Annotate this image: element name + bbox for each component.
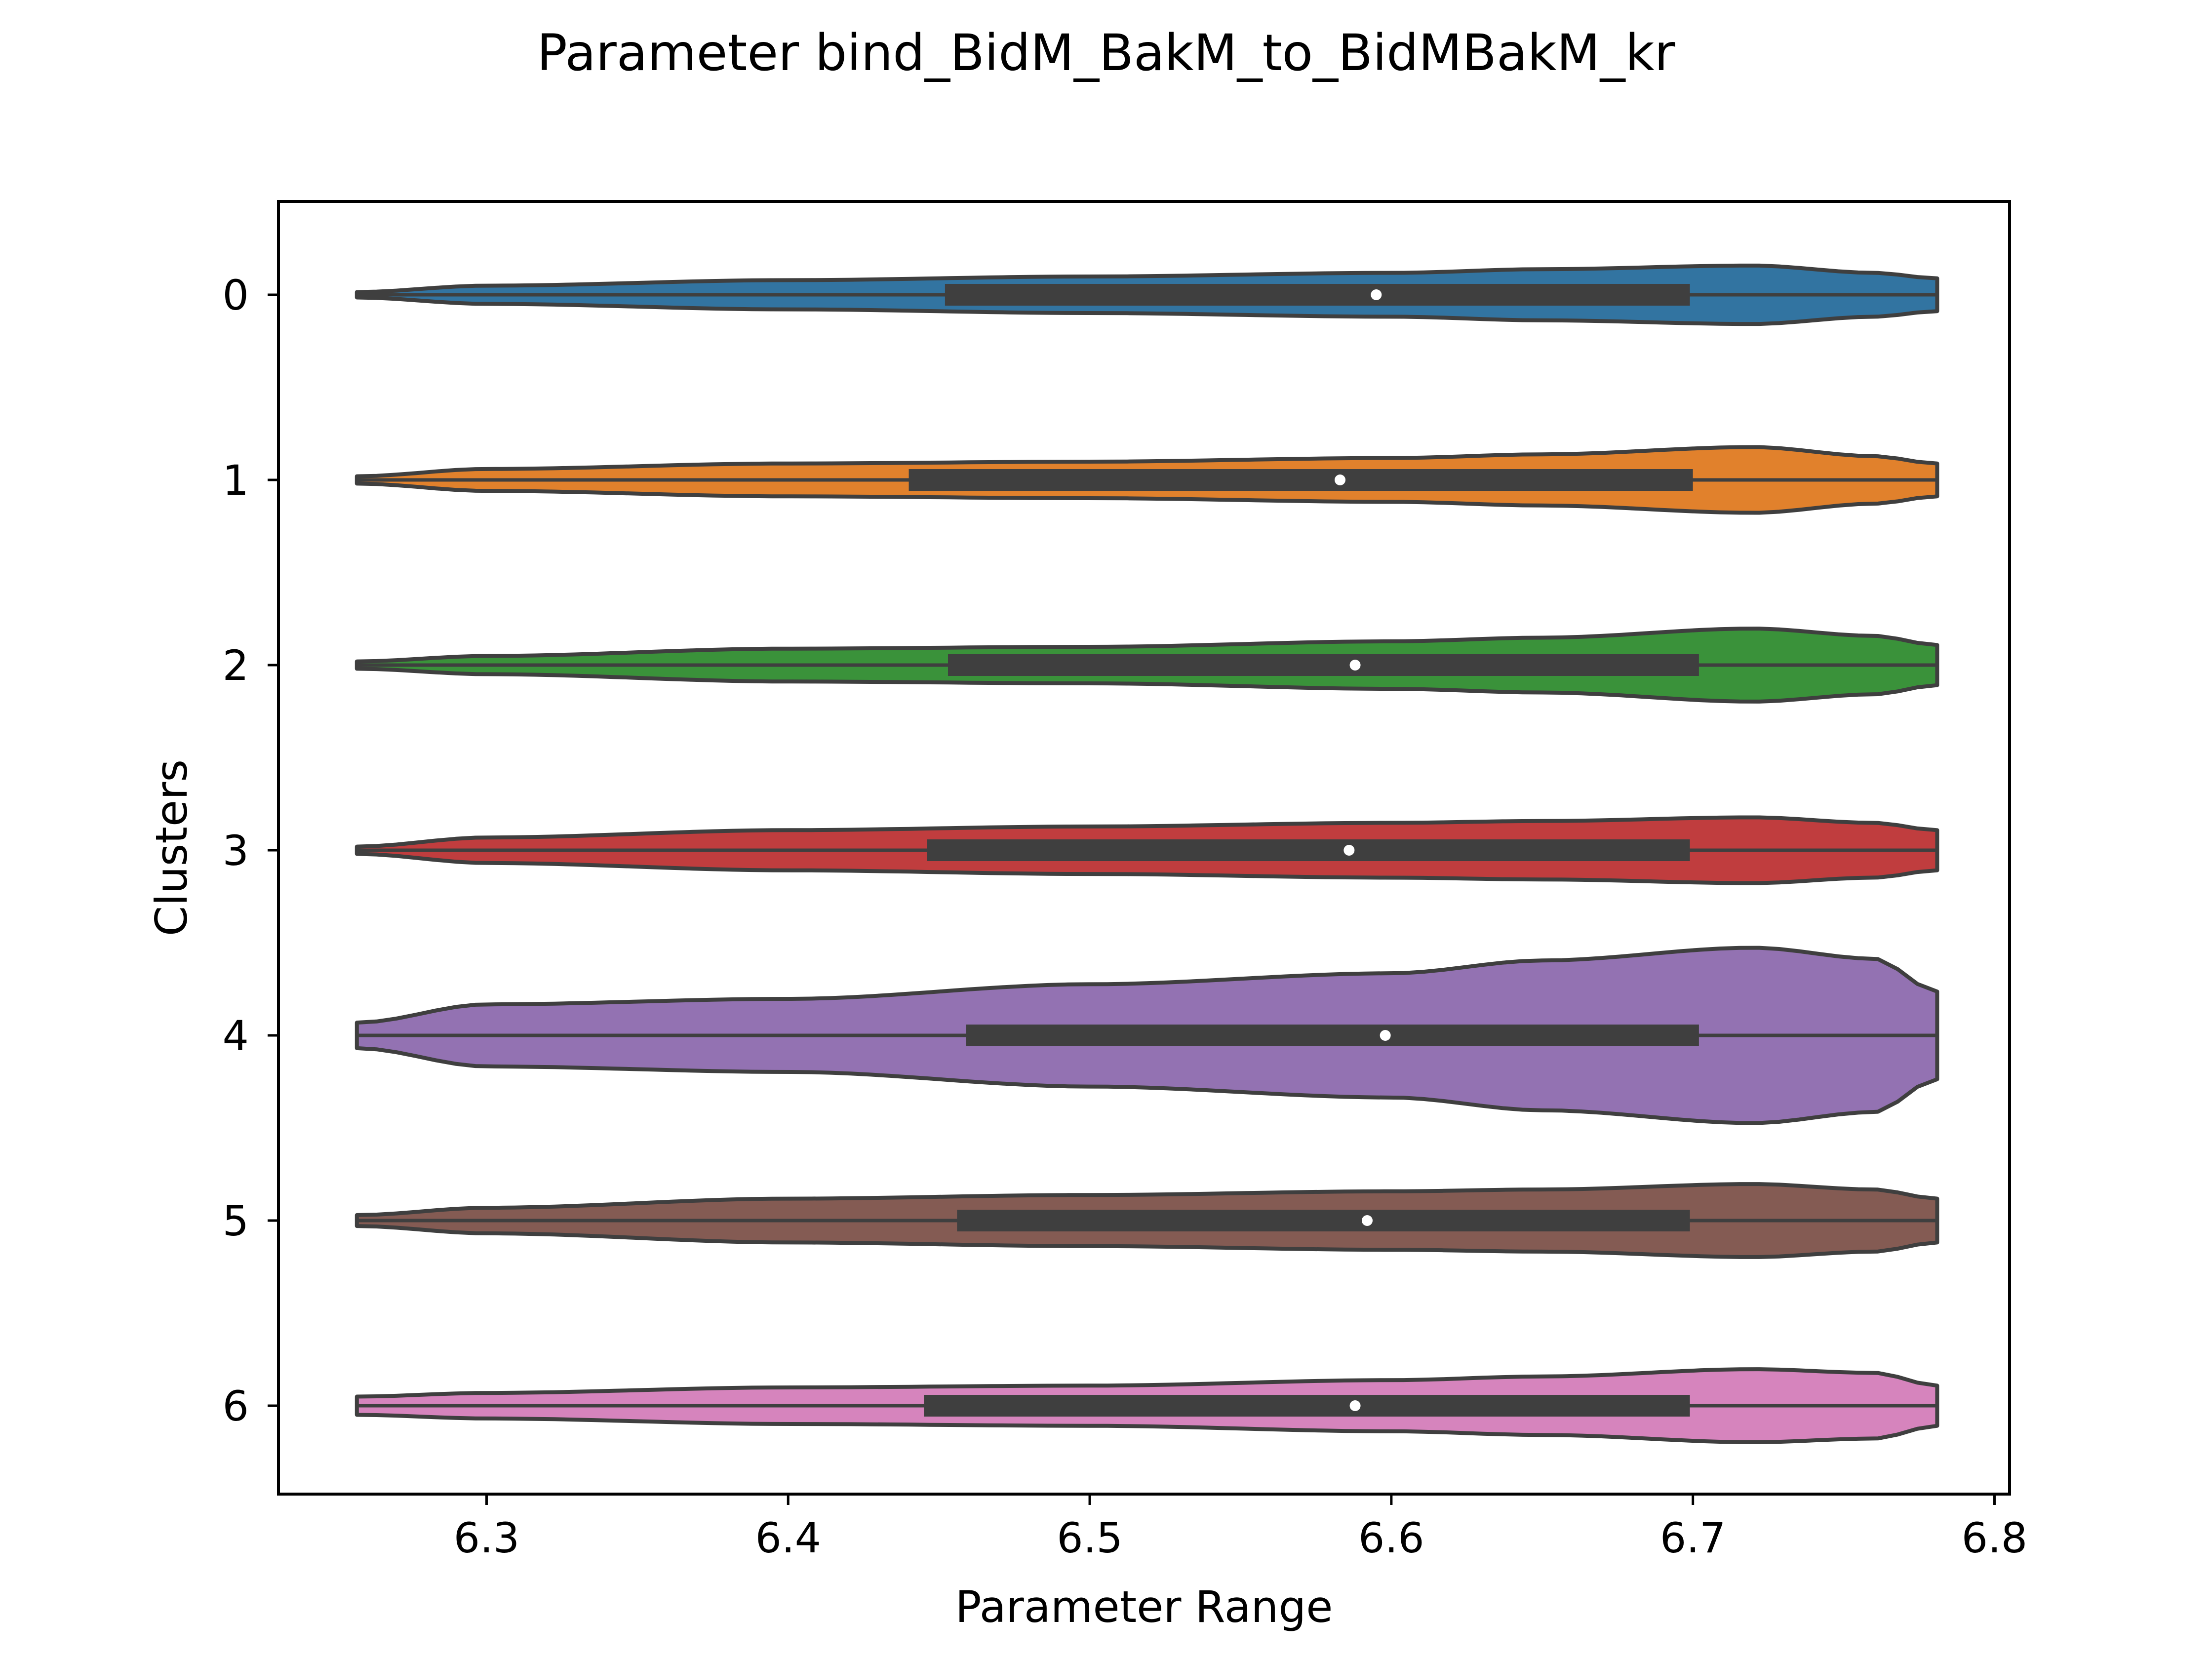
x-tick-label: 6.6 xyxy=(1358,1514,1424,1562)
y-axis-ticks: 0 1 2 3 4 5 6 xyxy=(223,271,278,1430)
violin-iqr-box xyxy=(924,1395,1690,1417)
violin-iqr-box xyxy=(945,284,1690,306)
violin-cluster-4 xyxy=(355,946,1939,1125)
y-tick-label: 2 xyxy=(223,641,249,690)
violin-median-point xyxy=(1380,1030,1391,1041)
violin-median-point xyxy=(1349,660,1361,671)
violin-median-point xyxy=(1361,1215,1373,1226)
violin-iqr-box xyxy=(957,1210,1690,1231)
violin-cluster-3 xyxy=(355,815,1939,885)
y-tick-label: 4 xyxy=(223,1012,249,1060)
y-tick-label: 5 xyxy=(223,1197,249,1245)
y-tick-label: 6 xyxy=(223,1382,249,1430)
violin-median-point xyxy=(1371,289,1382,300)
x-axis-ticks: 6.3 6.4 6.5 6.6 6.7 6.8 xyxy=(454,1494,2028,1562)
y-tick-label: 3 xyxy=(223,827,249,875)
x-tick-label: 6.3 xyxy=(454,1514,520,1562)
violin-iqr-box xyxy=(927,839,1690,861)
violin-cluster-2 xyxy=(355,627,1939,704)
violin-median-point xyxy=(1335,474,1346,485)
y-tick-label: 0 xyxy=(223,271,249,319)
violin-cluster-5 xyxy=(355,1182,1939,1259)
x-axis-label: Parameter Range xyxy=(955,1581,1333,1632)
violin-median-point xyxy=(1349,1400,1361,1411)
violin-cluster-1 xyxy=(355,445,1939,515)
plot-frame xyxy=(277,200,2011,1496)
x-tick-label: 6.7 xyxy=(1660,1514,1726,1562)
violin-iqr-box xyxy=(948,654,1699,676)
violin-iqr-box xyxy=(966,1025,1699,1046)
chart-title: Parameter bind_BidM_BakM_to_BidMBakM_kr xyxy=(537,24,1675,82)
violin-cluster-0 xyxy=(355,263,1939,326)
y-axis-label: Clusters xyxy=(146,759,197,936)
x-tick-label: 6.5 xyxy=(1057,1514,1123,1562)
x-tick-label: 6.8 xyxy=(1962,1514,2028,1562)
violin-iqr-box xyxy=(908,469,1693,491)
y-tick-label: 1 xyxy=(223,456,249,505)
violin-cluster-6 xyxy=(355,1367,1939,1444)
violins-group xyxy=(355,263,1939,1444)
violin-median-point xyxy=(1343,845,1355,856)
x-tick-label: 6.4 xyxy=(755,1514,821,1562)
